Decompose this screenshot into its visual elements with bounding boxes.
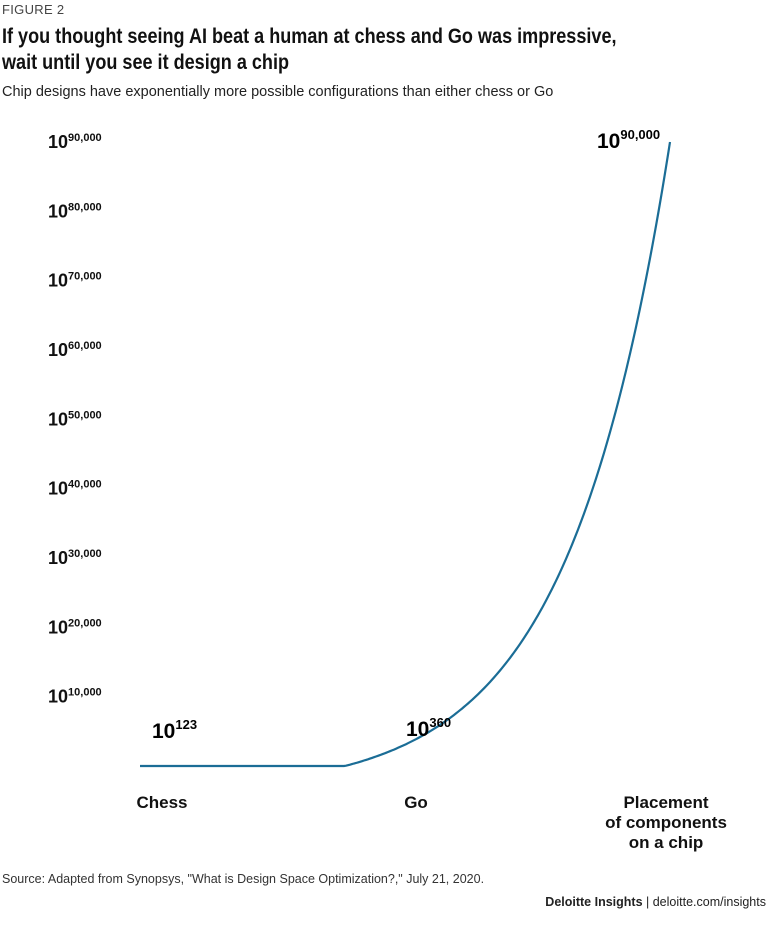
y-tick-label-20000: 1020,000 xyxy=(48,617,102,637)
y-tick-label-60000: 1060,000 xyxy=(48,340,102,360)
credit-url: deloitte.com/insights xyxy=(652,895,766,909)
chart-title-line-1: If you thought seeing AI beat a human at… xyxy=(2,25,617,48)
chart-title: If you thought seeing AI beat a human at… xyxy=(2,24,742,76)
series-line xyxy=(140,141,672,768)
data-label-go: 10360 xyxy=(406,715,451,741)
credit-separator: | xyxy=(642,895,653,909)
y-tick-label-70000: 1070,000 xyxy=(48,271,102,291)
chart-title-line-2: wait until you see it design a chip xyxy=(2,51,290,74)
y-tick-label-30000: 1030,000 xyxy=(48,548,102,568)
y-tick-label-80000: 1080,000 xyxy=(48,201,102,221)
chart-canvas: 1010,000 1020,000 1030,000 1040,000 1050,000… xyxy=(48,127,727,852)
figure-label: FIGURE 2 xyxy=(2,2,65,17)
y-tick-label-50000: 1050,000 xyxy=(48,409,102,429)
data-label-placement: 1090,000 xyxy=(597,127,660,153)
x-tick-label-go: Go xyxy=(404,793,428,812)
y-tick-label-40000: 1040,000 xyxy=(48,479,102,499)
data-label-chess: 10123 xyxy=(152,717,197,743)
x-tick-label-placement: Placement of components on a chip xyxy=(605,793,727,852)
source-note: Source: Adapted from Synopsys, "What is … xyxy=(2,872,485,886)
y-tick-label-10000: 1010,000 xyxy=(48,687,102,707)
x-tick-label-chess: Chess xyxy=(136,793,187,812)
chart-subtitle: Chip designs have exponentially more pos… xyxy=(2,84,554,100)
credit-line: Deloitte Insights | deloitte.com/insight… xyxy=(545,895,766,909)
y-tick-label-90000: 1090,000 xyxy=(48,132,102,152)
credit-brand: Deloitte Insights xyxy=(545,895,643,909)
